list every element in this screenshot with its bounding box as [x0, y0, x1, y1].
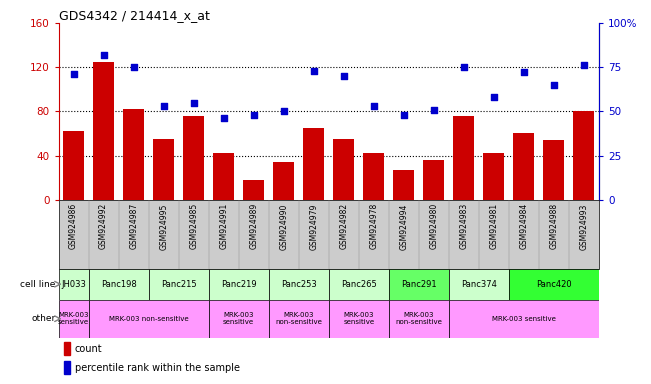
Point [309, 68, 319, 74]
Text: GSM924984: GSM924984 [519, 203, 529, 249]
Bar [93, 62, 114, 200]
Bar [243, 180, 264, 200]
Bar [363, 153, 384, 200]
Text: MRK-003 non-sensitive: MRK-003 non-sensitive [109, 316, 188, 322]
Text: MRK-003
non-sensitive: MRK-003 non-sensitive [395, 312, 442, 325]
Text: GSM924985: GSM924985 [189, 203, 198, 249]
Text: GDS4342 / 214414_x_at: GDS4342 / 214414_x_at [59, 9, 210, 22]
Text: GSM924989: GSM924989 [249, 203, 258, 249]
Text: MRK-003
sensitive: MRK-003 sensitive [343, 312, 374, 325]
Bar [333, 139, 354, 200]
Point [279, 108, 289, 114]
Bar [389, 300, 449, 338]
Bar [148, 269, 209, 300]
Text: GSM924983: GSM924983 [460, 203, 468, 249]
Point [68, 71, 79, 77]
Point [158, 103, 169, 109]
Text: Panc215: Panc215 [161, 280, 197, 289]
Bar [329, 269, 389, 300]
Text: Panc253: Panc253 [281, 280, 316, 289]
Point [428, 106, 439, 113]
Text: GSM924988: GSM924988 [549, 203, 559, 249]
Text: cell line: cell line [20, 280, 55, 289]
Text: GSM924994: GSM924994 [399, 203, 408, 250]
Text: GSM924981: GSM924981 [490, 203, 499, 249]
Text: GSM924982: GSM924982 [339, 203, 348, 249]
Bar [63, 131, 84, 200]
Text: Panc219: Panc219 [221, 280, 256, 289]
Point [128, 64, 139, 70]
Point [189, 99, 199, 106]
Bar [273, 162, 294, 200]
Bar [153, 139, 174, 200]
Point [219, 115, 229, 121]
Bar [544, 140, 564, 200]
Bar [123, 109, 144, 200]
Bar [59, 269, 89, 300]
Text: GSM924980: GSM924980 [429, 203, 438, 249]
Bar [64, 361, 70, 374]
Text: JH033: JH033 [61, 280, 86, 289]
Text: MRK-003
sensitive: MRK-003 sensitive [223, 312, 255, 325]
Text: count: count [75, 344, 102, 354]
Text: Panc420: Panc420 [536, 280, 572, 289]
Text: GSM924992: GSM924992 [99, 203, 108, 249]
Bar [453, 116, 475, 200]
Text: Panc198: Panc198 [101, 280, 137, 289]
Bar [389, 269, 449, 300]
Point [398, 112, 409, 118]
Bar [269, 269, 329, 300]
Point [519, 70, 529, 76]
Bar [423, 160, 445, 200]
Text: GSM924995: GSM924995 [159, 203, 168, 250]
Point [458, 64, 469, 70]
Bar [64, 342, 70, 355]
Bar [303, 128, 324, 200]
Bar [183, 116, 204, 200]
Point [579, 62, 589, 68]
Text: GSM924978: GSM924978 [369, 203, 378, 249]
Text: Panc374: Panc374 [461, 280, 497, 289]
Text: other: other [31, 314, 55, 323]
Point [98, 52, 109, 58]
Bar [514, 133, 534, 200]
Point [549, 82, 559, 88]
Bar [574, 111, 594, 200]
Bar [329, 300, 389, 338]
Point [249, 112, 259, 118]
Text: MRK-003
non-sensitive: MRK-003 non-sensitive [275, 312, 322, 325]
Text: GSM924979: GSM924979 [309, 203, 318, 250]
Point [339, 73, 349, 79]
Text: GSM924987: GSM924987 [129, 203, 138, 249]
Bar [393, 170, 414, 200]
Point [368, 103, 379, 109]
Bar [269, 300, 329, 338]
Bar [209, 300, 269, 338]
Text: GSM924991: GSM924991 [219, 203, 229, 249]
Bar [449, 269, 509, 300]
Text: GSM924990: GSM924990 [279, 203, 288, 250]
Bar [89, 269, 148, 300]
Text: GSM924986: GSM924986 [69, 203, 78, 249]
Bar [213, 153, 234, 200]
Bar [209, 269, 269, 300]
Text: percentile rank within the sample: percentile rank within the sample [75, 363, 240, 373]
Text: Panc291: Panc291 [401, 280, 437, 289]
Text: MRK-003 sensitive: MRK-003 sensitive [492, 316, 556, 322]
Bar [89, 300, 209, 338]
Point [489, 94, 499, 100]
Bar [59, 300, 89, 338]
Text: GSM924993: GSM924993 [579, 203, 589, 250]
Text: Panc265: Panc265 [341, 280, 377, 289]
Bar [449, 300, 599, 338]
Text: MRK-003
sensitive: MRK-003 sensitive [58, 312, 89, 325]
Bar [483, 153, 505, 200]
Bar [509, 269, 599, 300]
